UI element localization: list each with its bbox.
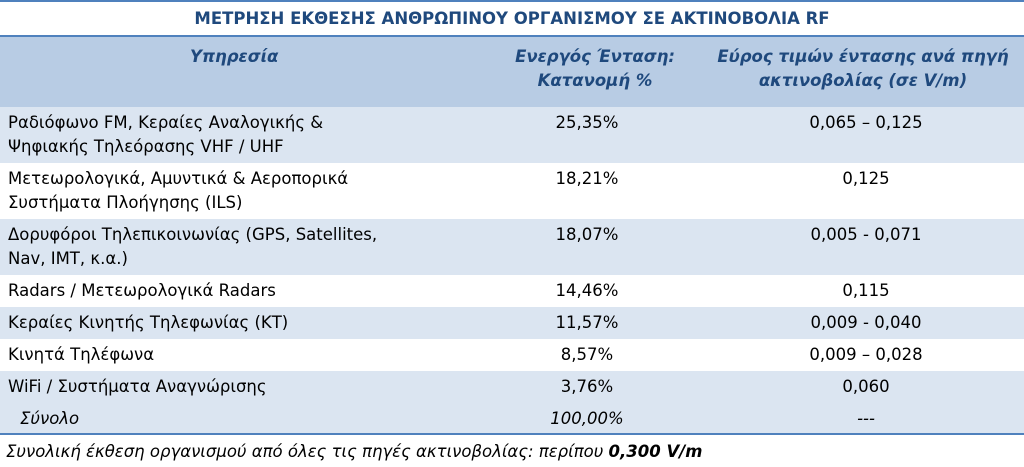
total-share: 100,00% <box>496 403 694 435</box>
header-service: Υπηρεσία <box>0 36 496 107</box>
table-row: Κεραίες Κινητής Τηλεφωνίας (ΚΤ) 11,57% 0,0… <box>0 307 1024 339</box>
title-row: ΜΕΤΡΗΣΗ ΕΚΘΕΣΗΣ ΑΝΘΡΩΠΙΝΟΥ ΟΡΓΑΝΙΣΜΟΥ ΣΕ… <box>0 0 1024 37</box>
range-cell: 0,005 - 0,071 <box>694 219 1024 275</box>
service-line2: Nav, IMT, κ.α.) <box>8 249 128 268</box>
footnote-value: 0,300 V/m <box>608 442 703 461</box>
table-row: Κινητά Τηλέφωνα 8,57% 0,009 – 0,028 <box>0 339 1024 371</box>
rf-exposure-table: ΜΕΤΡΗΣΗ ΕΚΘΕΣΗΣ ΑΝΘΡΩΠΙΝΟΥ ΟΡΓΑΝΙΣΜΟΥ ΣΕ… <box>0 0 1024 435</box>
range-cell: 0,125 <box>694 163 1024 219</box>
range-cell: 0,060 <box>694 371 1024 403</box>
header-share: Ενεργός Ένταση: Κατανομή % <box>496 36 694 107</box>
share-cell: 3,76% <box>496 371 694 403</box>
service-cell: Radars / Μετεωρολογικά Radars <box>0 275 496 307</box>
service-cell: Ραδιόφωνο FM, Κεραίες Αναλογικής & Ψηφιακ… <box>0 107 496 163</box>
footnote-text: Συνολική έκθεση οργανισμού από όλες τις … <box>6 442 609 461</box>
header-range-line2: ακτινοβολίας (σε V/m) <box>758 71 968 90</box>
header-range: Εύρος τιμών έντασης ανά πηγή ακτινοβολία… <box>694 36 1024 107</box>
service-line1: Μετεωρολογικά, Αμυντικά & Αεροπορικά <box>8 169 349 188</box>
header-row: Υπηρεσία Ενεργός Ένταση: Κατανομή % Εύρο… <box>0 36 1024 107</box>
share-cell: 14,46% <box>496 275 694 307</box>
table-row: WiFi / Συστήματα Αναγνώρισης 3,76% 0,060 <box>0 371 1024 403</box>
service-line2: Συστήματα Πλοήγησης (ILS) <box>8 193 243 212</box>
total-row: Σύνολο 100,00% --- <box>0 403 1024 435</box>
range-cell: 0,115 <box>694 275 1024 307</box>
service-cell: WiFi / Συστήματα Αναγνώρισης <box>0 371 496 403</box>
service-line2: Ψηφιακής Τηλεόρασης VHF / UHF <box>8 137 284 156</box>
table-row: Ραδιόφωνο FM, Κεραίες Αναλογικής & Ψηφιακ… <box>0 107 1024 163</box>
service-line1: Ραδιόφωνο FM, Κεραίες Αναλογικής & <box>8 113 324 132</box>
table-row: Μετεωρολογικά, Αμυντικά & Αεροπορικά Συστ… <box>0 163 1024 219</box>
footnote: Συνολική έκθεση οργανισμού από όλες τις … <box>0 435 1024 464</box>
share-cell: 8,57% <box>496 339 694 371</box>
table-title: ΜΕΤΡΗΣΗ ΕΚΘΕΣΗΣ ΑΝΘΡΩΠΙΝΟΥ ΟΡΓΑΝΙΣΜΟΥ ΣΕ… <box>0 0 1024 37</box>
range-cell: 0,009 - 0,040 <box>694 307 1024 339</box>
share-cell: 18,07% <box>496 219 694 275</box>
service-cell: Κεραίες Κινητής Τηλεφωνίας (ΚΤ) <box>0 307 496 339</box>
share-cell: 18,21% <box>496 163 694 219</box>
service-cell: Κινητά Τηλέφωνα <box>0 339 496 371</box>
total-label: Σύνολο <box>0 403 496 435</box>
table-row: Radars / Μετεωρολογικά Radars 14,46% 0,115 <box>0 275 1024 307</box>
share-cell: 11,57% <box>496 307 694 339</box>
service-cell: Δορυφόροι Τηλεπικοινωνίας (GPS, Satellit… <box>0 219 496 275</box>
header-range-line1: Εύρος τιμών έντασης ανά πηγή <box>717 47 1009 66</box>
header-share-line1: Ενεργός Ένταση: <box>515 47 675 66</box>
service-line1: Κεραίες Κινητής Τηλεφωνίας (ΚΤ) <box>8 313 289 332</box>
service-line1: Radars / Μετεωρολογικά Radars <box>8 281 276 300</box>
service-cell: Μετεωρολογικά, Αμυντικά & Αεροπορικά Συστ… <box>0 163 496 219</box>
share-cell: 25,35% <box>496 107 694 163</box>
table-body: Ραδιόφωνο FM, Κεραίες Αναλογικής & Ψηφιακ… <box>0 107 1024 403</box>
table-row: Δορυφόροι Τηλεπικοινωνίας (GPS, Satellit… <box>0 219 1024 275</box>
header-share-line2: Κατανομή % <box>537 71 653 90</box>
range-cell: 0,009 – 0,028 <box>694 339 1024 371</box>
service-line1: WiFi / Συστήματα Αναγνώρισης <box>8 377 267 396</box>
range-cell: 0,065 – 0,125 <box>694 107 1024 163</box>
service-line1: Κινητά Τηλέφωνα <box>8 345 155 364</box>
total-range: --- <box>694 403 1024 435</box>
service-line1: Δορυφόροι Τηλεπικοινωνίας (GPS, Satellit… <box>8 225 378 244</box>
